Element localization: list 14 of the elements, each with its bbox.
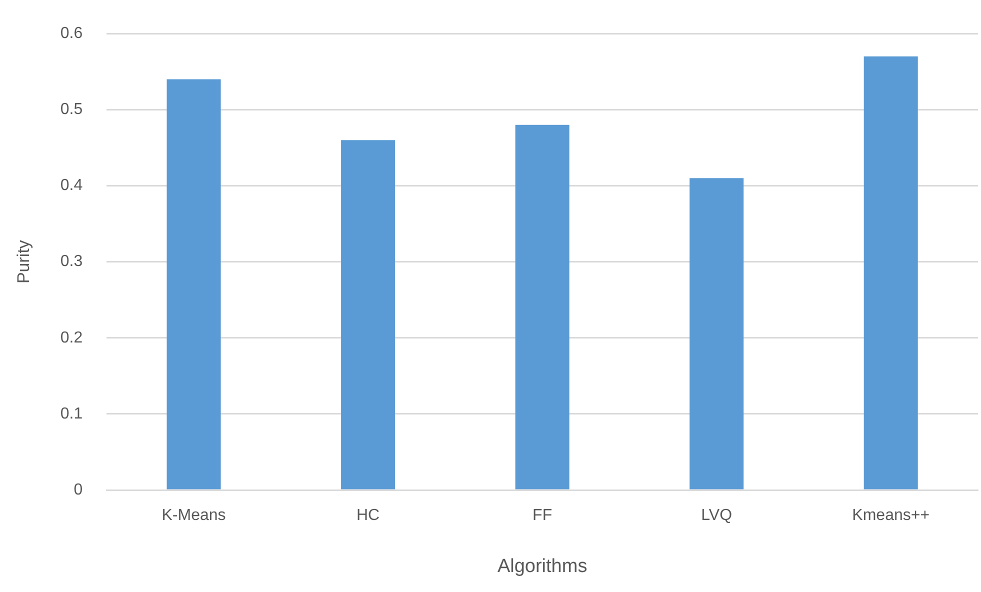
x-tick-label: FF [532,507,552,524]
y-tick-label: 0.2 [60,329,83,346]
y-tick-label: 0.3 [60,253,83,270]
x-tick-label: K-Means [162,507,226,524]
y-tick-label: 0.1 [60,405,83,422]
y-tick-label: 0.6 [60,25,83,42]
y-tick-label: 0 [74,481,83,498]
x-tick-label: HC [356,507,380,524]
y-axis-title: Purity [14,240,33,284]
y-tick-label: 0.5 [60,101,83,118]
x-tick-label: LVQ [701,507,732,524]
x-axis-title: Algorithms [497,556,588,577]
y-tick-label: 0.4 [60,177,83,194]
x-tick-label: Kmeans++ [852,507,930,524]
